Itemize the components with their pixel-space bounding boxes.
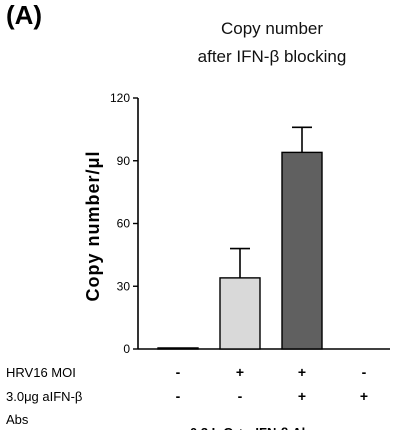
row-label-1: HRV16 MOI [6, 365, 76, 380]
chart-title-line-2: after IFN-β blocking [198, 47, 347, 66]
y-tick-label-30: 30 [117, 279, 131, 293]
y-axis-label: Copy number/μl [83, 150, 103, 301]
bar-1 [157, 347, 199, 350]
panel-label: (A) [6, 0, 42, 30]
row-1-mark-2: + [236, 364, 244, 380]
chart-title-line-1: Copy number [221, 19, 323, 38]
bar-3 [281, 151, 323, 350]
row-label-3: Abs [6, 412, 29, 427]
row-label-2: 3.0μg aIFN-β [6, 389, 82, 404]
y-tick-label-0: 0 [123, 342, 130, 356]
row-2-mark-1: - [176, 388, 181, 404]
footer-text: 0.3 IgG + aIFN-β Ab [190, 425, 310, 430]
row-2-mark-4: + [360, 388, 368, 404]
y-tick-label-120: 120 [110, 91, 130, 105]
row-2-mark-2: - [238, 388, 243, 404]
row-1-mark-1: - [176, 364, 181, 380]
row-2-mark-3: + [298, 388, 306, 404]
y-tick-label-60: 60 [117, 217, 131, 231]
bar-2 [219, 277, 261, 350]
y-tick-label-90: 90 [117, 154, 131, 168]
row-1-mark-4: - [362, 364, 367, 380]
row-1-mark-3: + [298, 364, 306, 380]
